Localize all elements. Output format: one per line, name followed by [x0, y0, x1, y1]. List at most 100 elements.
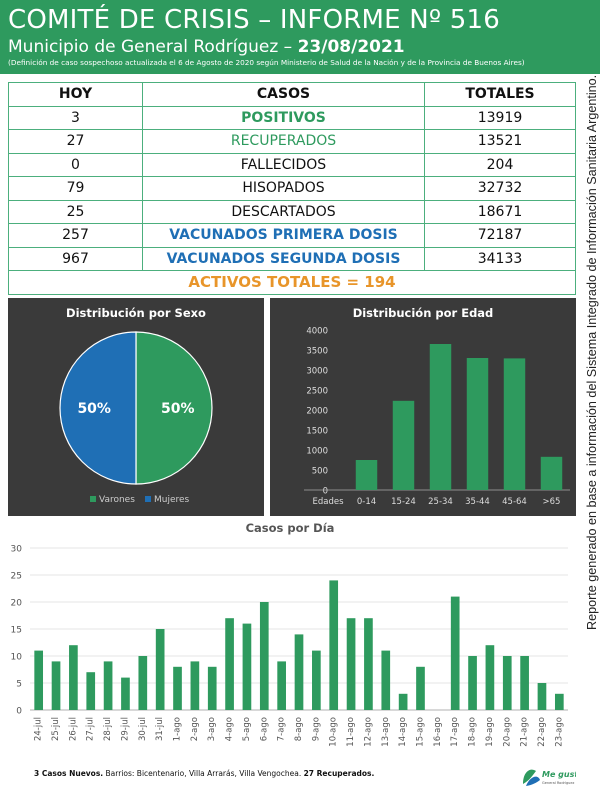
daily-bar-10 — [207, 666, 217, 710]
new-cases-text: 3 Casos Nuevos. — [34, 769, 104, 778]
daily-y-tick: 25 — [11, 572, 22, 582]
age-bar-chart: 0 500 1000 1500 2000 2500 3000 3500 4000 Edades 0-… — [304, 327, 570, 507]
age-distribution-panel: Distribución por Edad 0 500 1000 1500 2000 25… — [270, 298, 576, 516]
age-x-tick: 35-44 — [465, 497, 490, 507]
daily-x-tick: 12-ago — [363, 717, 373, 747]
municipality-label: Municipio de General Rodríguez – — [8, 37, 298, 57]
total-cell: 18671 — [424, 199, 576, 224]
daily-bar-20 — [381, 650, 391, 710]
age-x-tick: 0-14 — [357, 497, 376, 507]
table-row: 79 HISOPADOS 32732 — [8, 176, 576, 201]
daily-x-tick: 29-jul — [120, 717, 130, 741]
age-y-tick: 0 — [323, 487, 328, 497]
daily-bar-1 — [51, 661, 61, 710]
report-subtitle: Municipio de General Rodríguez – 23/08/2… — [8, 36, 592, 58]
header-hoy: HOY — [8, 82, 143, 107]
sex-chart-title: Distribución por Sexo — [66, 306, 206, 320]
daily-x-tick: 16-ago — [433, 717, 443, 747]
daily-bar-11 — [225, 618, 234, 710]
case-label-cell: VACUNADOS PRIMERA DOSIS — [142, 223, 425, 248]
daily-bar-27 — [502, 656, 512, 710]
pie-label: 50% — [161, 401, 195, 417]
daily-x-tick: 24-jul — [34, 717, 44, 741]
report-header: COMITÉ DE CRISIS – INFORME Nº 516 Munici… — [0, 0, 600, 74]
age-y-tick: 3000 — [306, 367, 328, 377]
pie-slice-mujeres — [59, 331, 137, 485]
daily-cases-chart: Casos por Día 0 5 10 15 20 25 30 24-jul 25-jul 26-… — [11, 521, 568, 747]
daily-bar-8 — [173, 666, 182, 710]
age-y-tick: 3500 — [306, 347, 328, 357]
age-axis-label: Edades — [312, 497, 344, 507]
table-header-row: HOY CASOS TOTALES — [8, 82, 576, 107]
daily-x-tick: 10-ago — [329, 717, 339, 747]
legend-label: Mujeres — [154, 495, 190, 505]
daily-y-tick: 10 — [11, 653, 23, 663]
report-title: COMITÉ DE CRISIS – INFORME Nº 516 — [8, 5, 501, 35]
daily-bar-25 — [468, 656, 477, 710]
daily-x-tick: 5-ago — [242, 717, 252, 741]
definition-note: (Definición de caso sospechoso actualiza… — [8, 58, 525, 67]
age-bar-0 — [355, 460, 378, 490]
daily-bar-14 — [277, 661, 286, 710]
daily-x-tick: 19-ago — [485, 717, 495, 747]
daily-x-tick: 9-ago — [311, 717, 321, 741]
report-date: 23/08/2021 — [297, 37, 405, 57]
daily-x-tick: 4-ago — [225, 717, 235, 741]
active-total-row: ACTIVOS TOTALES = 194 — [8, 270, 576, 295]
total-cell: 32732 — [424, 176, 576, 201]
daily-x-tick: 8-ago — [294, 717, 304, 741]
recovered-text: 27 Recuperados. — [303, 769, 375, 778]
daily-bar-26 — [485, 645, 495, 710]
age-x-tick: 45-64 — [502, 497, 527, 507]
hoy-cell: 25 — [8, 199, 143, 224]
daily-y-tick: 5 — [16, 680, 22, 690]
daily-x-tick: 17-ago — [450, 717, 460, 747]
case-label-cell: HISOPADOS — [142, 176, 425, 201]
age-y-tick: 4000 — [306, 327, 328, 337]
daily-bar-5 — [121, 677, 130, 710]
total-cell: 13521 — [424, 129, 576, 154]
hoy-cell: 257 — [8, 223, 143, 248]
daily-bar-6 — [138, 656, 148, 710]
table-row: 257 VACUNADOS PRIMERA DOSIS 72187 — [8, 223, 576, 248]
daily-y-tick: 20 — [11, 599, 23, 609]
daily-x-tick: 7-ago — [277, 717, 287, 741]
logo-leaf-icon — [523, 769, 536, 784]
daily-bar-13 — [259, 602, 269, 710]
age-bar-5 — [540, 456, 563, 490]
daily-x-tick: 6-ago — [259, 717, 269, 741]
source-note: Reporte generado en base a información d… — [585, 74, 599, 630]
daily-bar-15 — [294, 634, 304, 710]
daily-x-tick: 31-jul — [155, 717, 165, 741]
neighborhoods-text: Barrios: Bicentenario, Villa Arrarás, Vi… — [103, 769, 304, 778]
daily-bar-30 — [554, 693, 564, 710]
daily-x-tick: 1-ago — [173, 717, 183, 741]
age-y-tick: 2000 — [306, 407, 328, 417]
age-bar-2 — [429, 344, 452, 490]
footer-summary: 3 Casos Nuevos. Barrios: Bicentenario, V… — [34, 769, 374, 778]
daily-x-tick: 15-ago — [415, 717, 425, 747]
logo-leaf-blue-icon — [526, 776, 540, 786]
daily-bar-2 — [69, 645, 78, 710]
header-casos: CASOS — [142, 82, 425, 107]
case-label-cell: FALLECIDOS — [142, 152, 425, 177]
hoy-cell: 27 — [8, 129, 143, 154]
cases-table: HOY CASOS TOTALES 3 POSITIVOS 13919 27 RECUP… — [8, 82, 576, 295]
daily-bar-21 — [398, 693, 408, 710]
daily-bar-7 — [155, 629, 165, 710]
header-totales: TOTALES — [424, 82, 576, 107]
daily-bar-12 — [242, 623, 252, 710]
daily-bar-16 — [312, 650, 321, 710]
age-bar-4 — [503, 358, 526, 490]
sex-pie-chart: 50% 50% Varones Mujeres — [59, 331, 213, 505]
me-gusta-logo: Me gusta General Rodríguez — [523, 769, 576, 786]
case-label-cell: VACUNADOS SEGUNDA DOSIS — [142, 246, 425, 271]
total-cell: 204 — [424, 152, 576, 177]
age-y-tick: 1500 — [306, 427, 328, 437]
daily-bar-18 — [346, 618, 356, 710]
daily-bar-4 — [103, 661, 113, 710]
daily-x-tick: 2-ago — [190, 717, 200, 741]
daily-bar-3 — [86, 672, 96, 710]
daily-x-tick: 23-ago — [554, 717, 564, 747]
daily-bar-22 — [416, 666, 425, 710]
